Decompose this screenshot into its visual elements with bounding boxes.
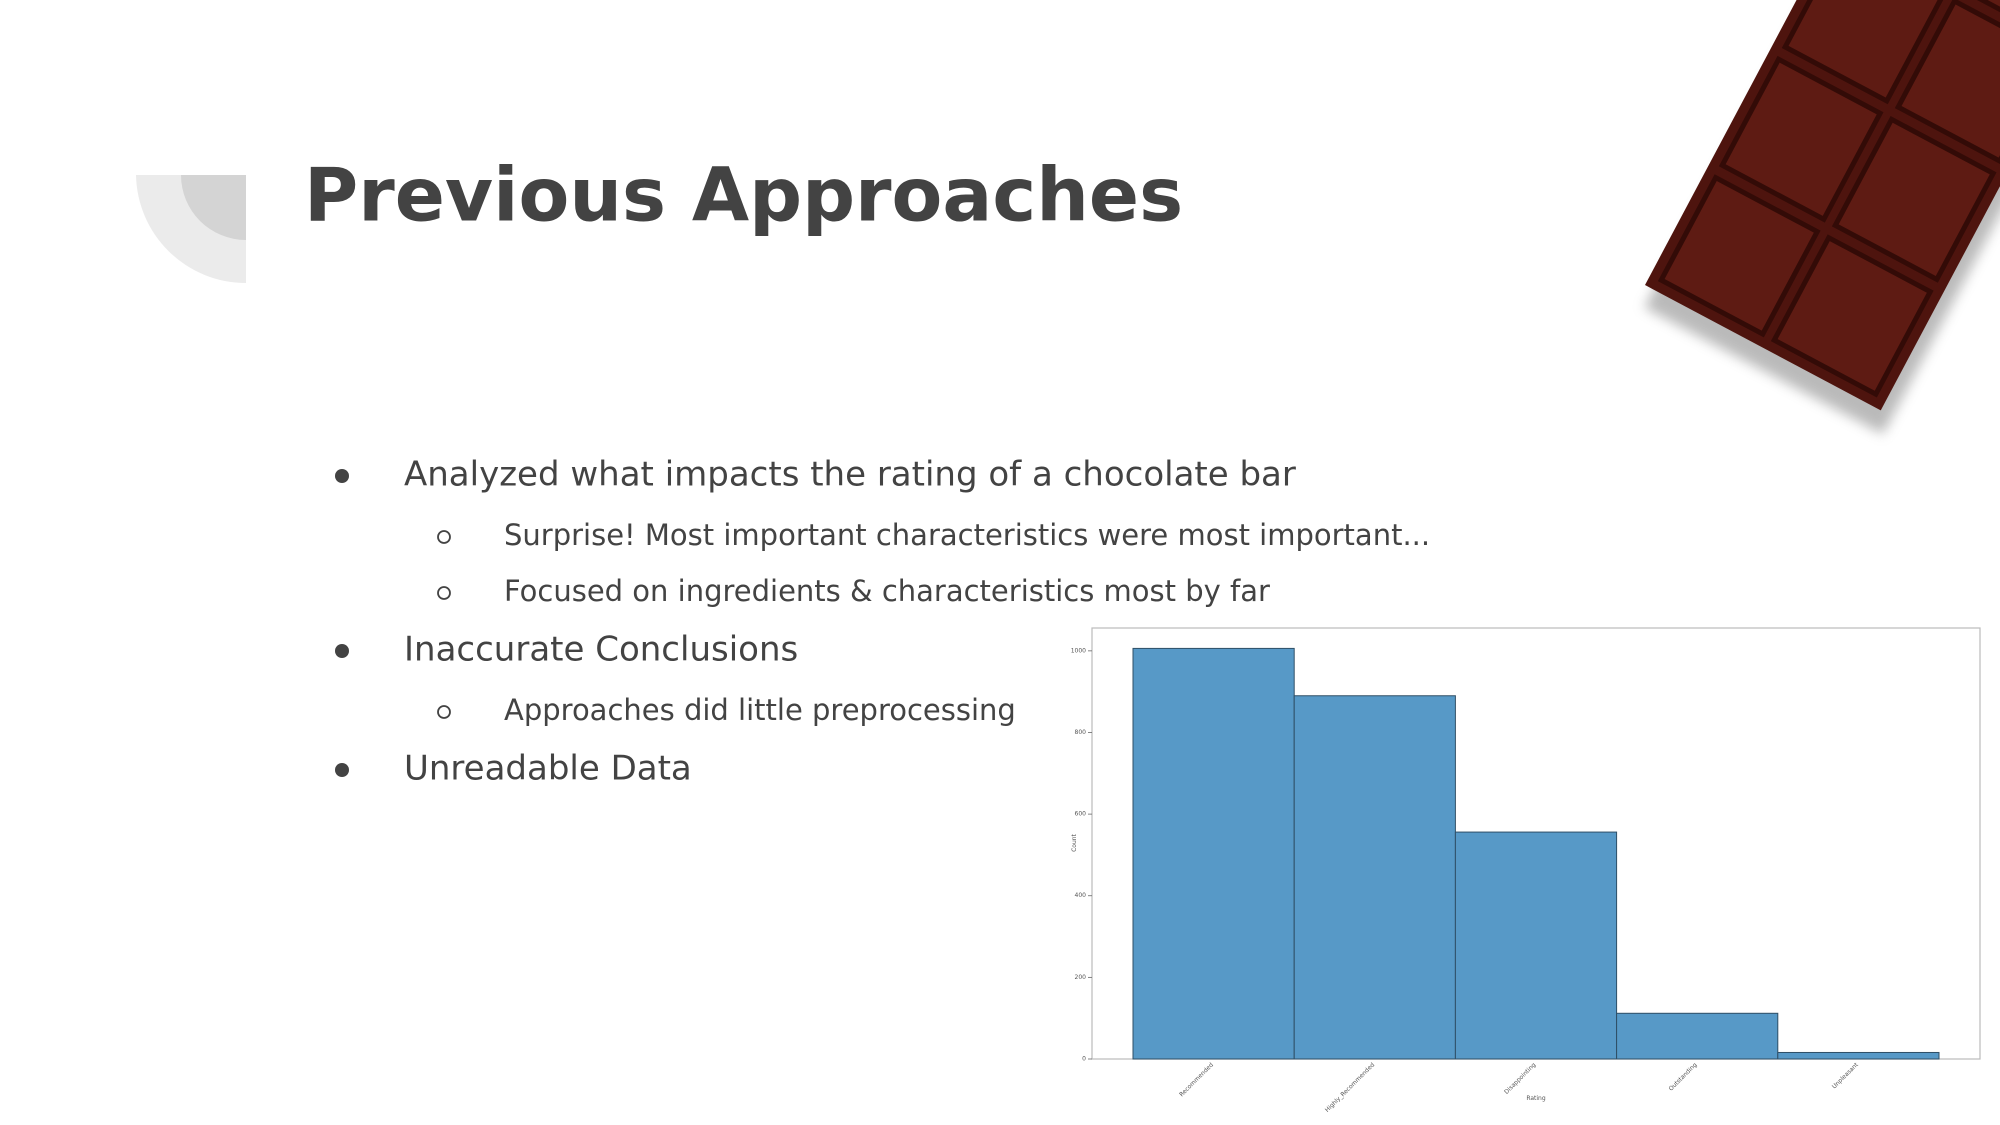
slide-title: Previous Approaches [304,153,1183,239]
sub-bullet-text: Focused on ingredients & characteristics… [504,574,1270,608]
sub-bullet-text: Approaches did little preprocessing [504,693,1016,727]
y-tick-label: 1000 [1071,647,1086,654]
bullet-dot [335,763,349,777]
x-tick-label: Outstanding [1668,1061,1699,1092]
x-tick-label: Disappointing [1503,1061,1537,1095]
x-axis-label: Rating [1526,1095,1546,1102]
y-tick-label: 800 [1075,729,1087,736]
decoration [136,175,246,283]
x-tick-label: Recommended [1178,1061,1215,1098]
bullet-text: Unreadable Data [404,749,692,789]
chart: 0 200 400 600 800 1000 Recommended Highly_Recom… [1071,647,1940,1114]
bullet-dot [335,644,349,658]
bar [1777,1051,1940,1060]
bar [1454,831,1618,1060]
y-axis-label: Count [1071,833,1078,851]
sub-bullet-text: Surprise! Most important characteristics… [504,518,1430,552]
y-tick-label: 200 [1075,974,1087,981]
bar [1616,1012,1779,1060]
x-tick-label: Highly_Recommended [1324,1061,1377,1114]
bullet-text: Analyzed what impacts the rating of a ch… [404,455,1296,495]
bullet-dot [335,469,349,483]
y-tick-label: 400 [1075,892,1087,899]
bullet-list: Analyzed what impacts the rating of a ch… [335,455,1430,789]
chocolate-image [1644,0,2000,435]
bar [1132,647,1295,1060]
y-tick-label: 600 [1075,811,1087,818]
sub-bullet-circle [437,586,451,600]
x-tick-label: Unpleasant [1831,1061,1860,1090]
y-tick-label: 0 [1082,1056,1086,1063]
bullet-text: Inaccurate Conclusions [404,630,798,670]
sub-bullet-circle [437,530,451,544]
sub-bullet-circle [437,705,451,719]
bar [1293,695,1456,1060]
